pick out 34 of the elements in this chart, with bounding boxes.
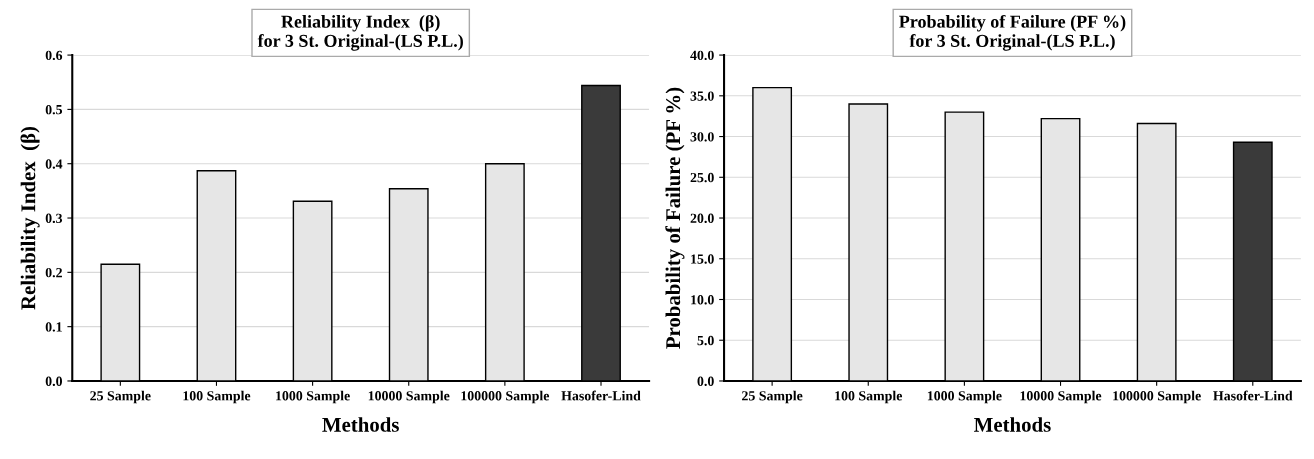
y-tick-label: 0.1: [45, 322, 62, 332]
x-tick-label: 10000 Sample: [1020, 390, 1102, 404]
y-tick-label: 15.0: [691, 254, 714, 264]
x-tick-label: 100000 Sample: [461, 390, 550, 404]
y-axis-title: Probability of Failure (PF %): [665, 87, 685, 349]
y-tick-label: 30.0: [690, 132, 714, 142]
y-tick-label: 25.0: [690, 172, 714, 183]
y-tick-label: 0.4: [45, 159, 63, 169]
y-tick-label: 0.0: [45, 376, 63, 386]
y-axis-title: Reliability Index (β): [20, 126, 40, 310]
y-tick-label: 0.5: [45, 104, 63, 115]
x-tick-label: Hasofer-Lind: [561, 390, 641, 401]
y-tick-label: 5.0: [697, 335, 714, 346]
y-tick-label: 0.6: [45, 50, 63, 61]
x-tick-label: 1000 Sample: [276, 390, 350, 404]
y-tick-label: 40.0: [690, 50, 714, 61]
chart-title: Probability of Failure (PF %) for 3 St. Original-(LS P.L.): [899, 14, 1126, 51]
x-tick-label: 25 Sample: [742, 390, 803, 404]
x-tick-label: 25 Sample: [90, 390, 151, 404]
chart-title: Reliability Index (β) for 3 St. Original-(LS P.L.): [257, 14, 463, 51]
y-tick-label: 35.0: [690, 91, 714, 101]
y-tick-label: 10.0: [691, 295, 714, 305]
x-tick-label: 100 Sample: [183, 390, 251, 404]
x-tick-label: 100000 Sample: [1113, 390, 1201, 404]
y-tick-label: 0.3: [45, 213, 63, 224]
x-tick-label: 1000 Sample: [927, 390, 1002, 404]
x-tick-label: 100 Sample: [835, 390, 903, 404]
y-tick-label: 0.0: [697, 376, 714, 386]
y-tick-label: 0.2: [45, 267, 62, 278]
x-tick-label: Hasofer-Lind: [1213, 390, 1293, 401]
x-axis-title: Methods: [322, 417, 399, 432]
y-tick-label: 20.0: [690, 213, 714, 224]
x-tick-label: 10000 Sample: [368, 390, 450, 404]
x-axis-title: Methods: [974, 417, 1051, 432]
